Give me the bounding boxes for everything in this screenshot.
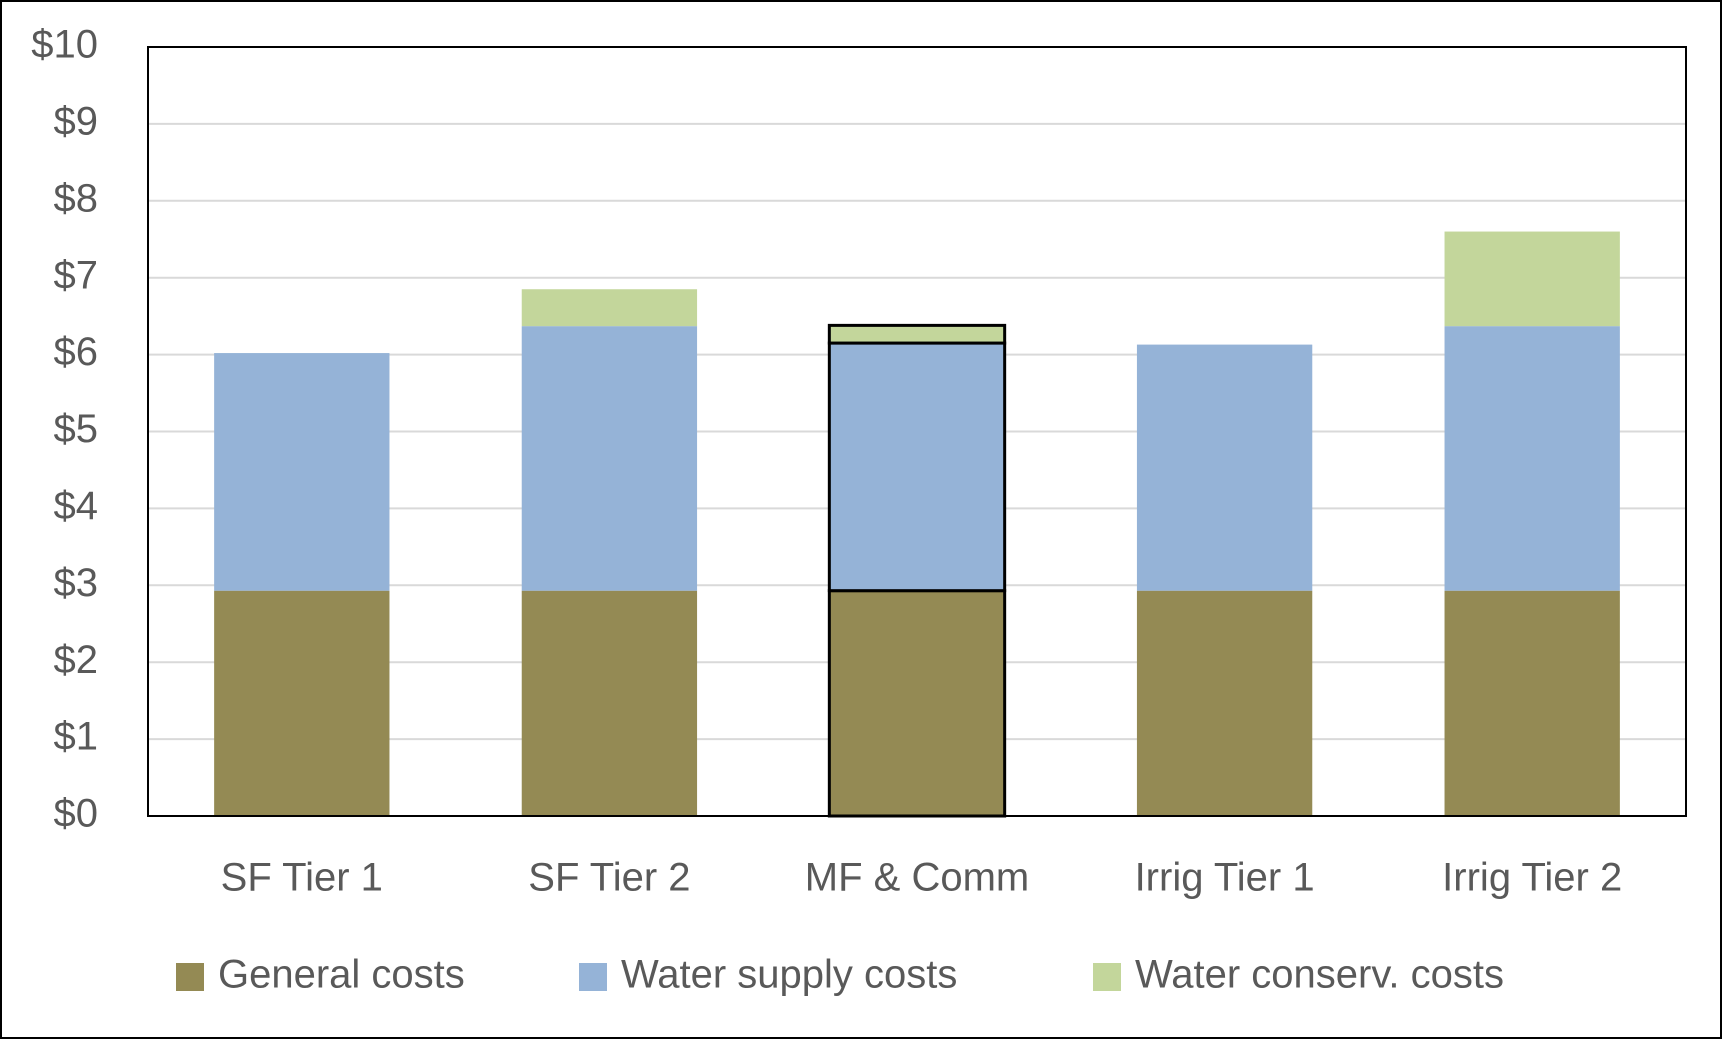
bar-segment	[1444, 231, 1620, 327]
legend-swatch	[1093, 963, 1121, 991]
x-tick-label: Irrig Tier 1	[1135, 856, 1315, 900]
bar-segment	[521, 590, 698, 816]
y-tick-label: $3	[54, 561, 99, 605]
bar-segment	[521, 326, 698, 591]
y-tick-label: $8	[54, 176, 99, 220]
legend-label: Water conserv. costs	[1135, 953, 1504, 997]
x-tick-label: SF Tier 1	[221, 856, 383, 900]
plot-border	[147, 46, 1687, 817]
y-tick-label: $4	[54, 484, 99, 528]
y-tick-label: $5	[54, 407, 99, 451]
y-tick-label: $9	[54, 99, 99, 143]
legend-swatch	[176, 963, 204, 991]
y-tick-label: $0	[54, 792, 99, 836]
y-tick-label: $10	[31, 23, 98, 67]
bar-segment	[214, 353, 390, 591]
bar-segment	[1136, 590, 1313, 816]
x-tick-label: Irrig Tier 2	[1442, 856, 1622, 900]
bar-segment	[827, 323, 1007, 345]
legend-swatch	[579, 963, 607, 991]
x-tick-label: SF Tier 2	[528, 856, 690, 900]
y-tick-label: $7	[54, 253, 99, 297]
legend-label: General costs	[218, 953, 465, 997]
bar-segment	[1444, 590, 1620, 816]
y-tick-label: $6	[54, 330, 99, 374]
legend-label: Water supply costs	[621, 953, 957, 997]
bar-segment	[521, 289, 698, 327]
bar-segment	[214, 590, 390, 816]
bar-segment	[1444, 326, 1620, 591]
bar-segment	[827, 341, 1007, 593]
y-tick-label: $2	[54, 638, 99, 682]
bar-segment	[1136, 344, 1313, 591]
x-tick-label: MF & Comm	[805, 856, 1029, 900]
y-tick-label: $1	[54, 715, 99, 759]
bar-segment	[827, 589, 1007, 818]
